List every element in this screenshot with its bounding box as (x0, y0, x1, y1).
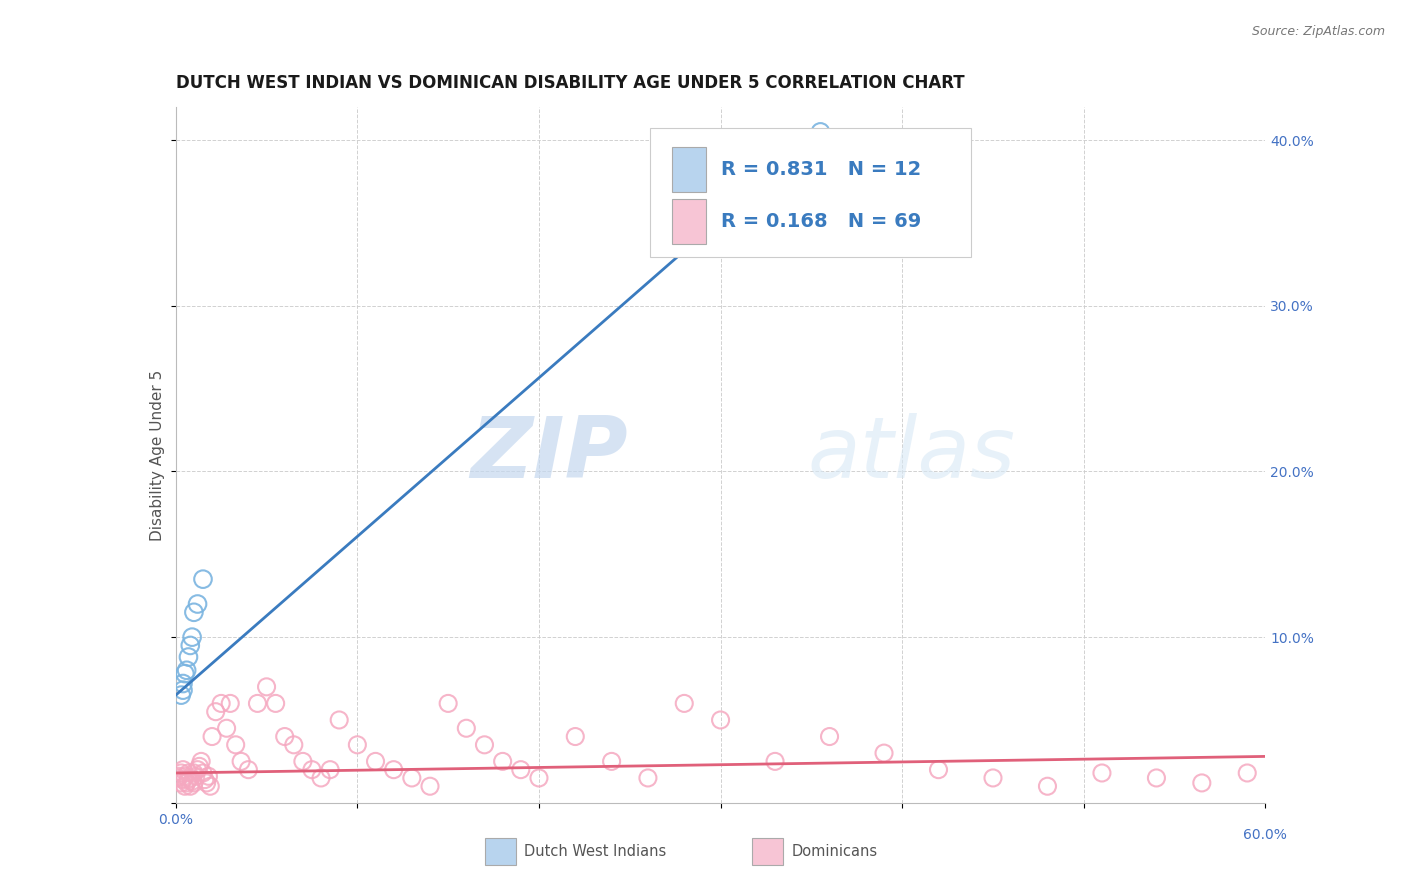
Point (328, 713, 350, 727)
Point (173, 779, 195, 793)
Point (190, 755, 212, 769)
Point (231, 755, 253, 769)
Point (246, 697, 269, 711)
Point (179, 771, 201, 785)
Point (474, 738, 496, 752)
Text: DUTCH WEST INDIAN VS DOMINICAN DISABILITY AGE UNDER 5 CORRELATION CHART: DUTCH WEST INDIAN VS DOMINICAN DISABILIT… (176, 74, 965, 92)
Point (283, 738, 305, 752)
Text: Source: ZipAtlas.com: Source: ZipAtlas.com (1251, 25, 1385, 38)
Point (204, 705, 226, 719)
Point (176, 663, 198, 677)
Point (181, 774, 204, 789)
Point (173, 666, 195, 681)
Point (364, 755, 387, 769)
Point (564, 730, 586, 744)
Point (209, 697, 232, 711)
Point (264, 697, 287, 711)
Point (172, 772, 194, 787)
Point (184, 769, 207, 783)
Text: atlas: atlas (807, 413, 1015, 497)
Point (291, 755, 314, 769)
Text: ZIP: ZIP (471, 413, 628, 497)
Point (179, 639, 201, 653)
Point (176, 776, 198, 790)
Point (170, 776, 193, 790)
Point (818, 730, 841, 744)
Point (1236, 766, 1258, 780)
Point (191, 572, 214, 586)
Point (600, 755, 623, 769)
Point (188, 759, 211, 773)
Point (509, 763, 531, 777)
Point (810, 125, 832, 139)
Point (200, 779, 222, 793)
Point (197, 769, 219, 783)
Point (183, 766, 205, 780)
Point (763, 755, 786, 769)
Point (177, 772, 200, 787)
Point (172, 676, 194, 690)
Point (873, 746, 896, 760)
Point (181, 630, 204, 644)
Point (183, 776, 205, 790)
Point (637, 771, 659, 785)
Point (301, 763, 323, 777)
Point (172, 763, 194, 777)
Text: 60.0%: 60.0% (1243, 828, 1288, 842)
Point (173, 769, 195, 783)
Point (346, 738, 368, 752)
Point (456, 721, 478, 735)
Point (169, 769, 191, 783)
Text: Dutch West Indians: Dutch West Indians (524, 845, 666, 859)
Point (401, 771, 423, 785)
Point (166, 771, 188, 785)
Point (177, 766, 200, 780)
Point (179, 779, 201, 793)
Point (382, 763, 405, 777)
Point (219, 697, 242, 711)
Point (170, 688, 193, 702)
Point (1146, 771, 1168, 785)
Point (194, 772, 217, 787)
Text: R = 0.168   N = 69: R = 0.168 N = 69 (721, 212, 921, 231)
Point (170, 766, 193, 780)
Point (309, 771, 332, 785)
Point (437, 697, 460, 711)
FancyBboxPatch shape (672, 147, 706, 193)
Point (981, 771, 1004, 785)
Point (710, 713, 733, 727)
Point (256, 680, 278, 694)
FancyBboxPatch shape (650, 128, 972, 257)
Point (527, 771, 550, 785)
Point (319, 763, 342, 777)
Point (186, 763, 209, 777)
Point (274, 730, 297, 744)
Point (225, 738, 247, 752)
Point (172, 683, 194, 698)
Point (177, 650, 200, 665)
Y-axis label: Disability Age Under 5: Disability Age Under 5 (150, 369, 166, 541)
Point (238, 763, 260, 777)
Text: Dominicans: Dominicans (792, 845, 877, 859)
Point (186, 597, 209, 611)
Text: R = 0.831   N = 12: R = 0.831 N = 12 (721, 161, 921, 179)
FancyBboxPatch shape (672, 199, 706, 244)
Point (1036, 779, 1059, 793)
Point (1191, 776, 1213, 790)
Point (195, 776, 218, 790)
Point (215, 721, 238, 735)
Point (673, 697, 696, 711)
Point (183, 605, 205, 619)
Point (201, 730, 224, 744)
Point (419, 779, 441, 793)
Point (1091, 766, 1114, 780)
Point (928, 763, 950, 777)
Point (492, 755, 515, 769)
Point (191, 766, 214, 780)
